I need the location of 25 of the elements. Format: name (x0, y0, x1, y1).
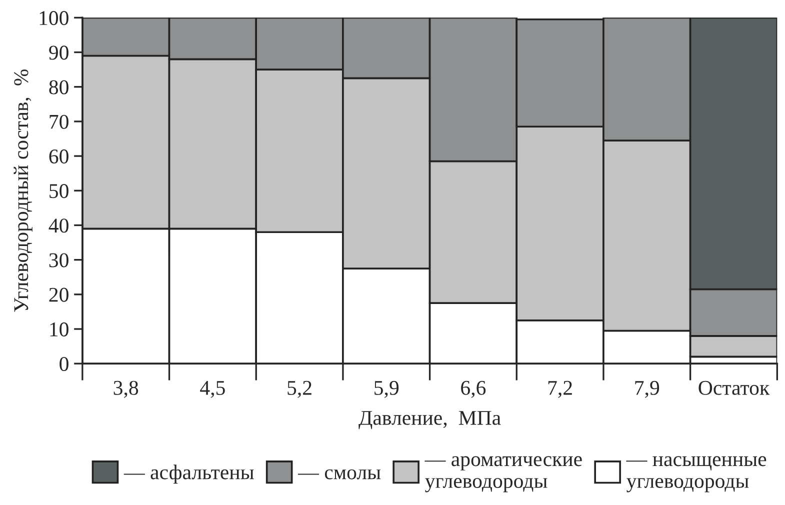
legend-label: — смолы (298, 469, 381, 480)
y-tick-label: 100 (40, 11, 68, 26)
y-tick-label: 90 (49, 46, 68, 60)
legend-label: — асфальтены (124, 464, 254, 484)
y-tick-label: 50 (50, 184, 68, 198)
legend-label: — ароматические углеводороды (424, 456, 582, 492)
y-tick-label: 0 (60, 356, 68, 372)
y-tick-label: 10 (50, 322, 68, 336)
x-tick-label: 6,6 (461, 380, 486, 398)
y-axis-title: Углеводородный состав, % (14, 69, 32, 312)
legend-label: — насыщенные углеводороды (626, 456, 766, 492)
x-tick-label: 5,2 (288, 380, 312, 398)
y-tick-label: 70 (50, 114, 68, 129)
x-axis-title: Давление, МПа (358, 411, 501, 430)
x-tick-label: 4,5 (200, 381, 225, 398)
x-tick-label: 7,9 (635, 380, 660, 398)
y-tick-label: 80 (49, 80, 68, 94)
y-tick-label: 20 (49, 288, 68, 302)
x-tick-label: 7,2 (548, 380, 572, 398)
y-tick-label: 60 (49, 149, 68, 164)
x-tick-label: 3,8 (114, 380, 138, 398)
x-tick-label: Остаток (698, 380, 770, 395)
y-tick-label: 40 (48, 218, 68, 233)
x-tick-label: 5,9 (374, 380, 399, 398)
y-tick-label: 30 (49, 253, 68, 268)
